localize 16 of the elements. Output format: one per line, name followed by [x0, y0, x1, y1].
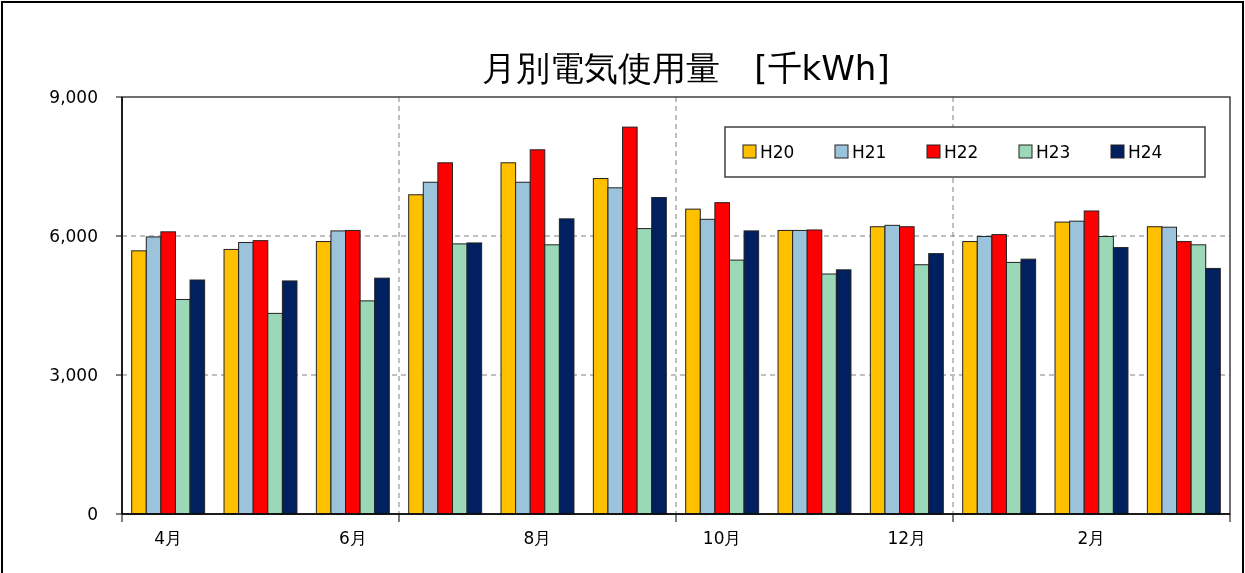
x-tick-label: 8月	[523, 528, 552, 548]
legend-label: H24	[1128, 142, 1163, 162]
y-tick-label: 3,000	[49, 365, 98, 385]
legend-label: H21	[852, 142, 887, 162]
y-tick-label: 6,000	[49, 226, 98, 246]
x-tick-label: 12月	[887, 528, 927, 548]
x-tick-label: 4月	[154, 528, 183, 548]
y-tick-label: 9,000	[49, 87, 98, 107]
legend-label: H23	[1036, 142, 1071, 162]
chart-title: 月別電気使用量 [千kWh]	[482, 48, 890, 88]
x-tick-label: 10月	[702, 528, 742, 548]
y-tick-label: 0	[87, 504, 98, 524]
legend-label: H20	[760, 142, 795, 162]
legend-label: H22	[944, 142, 979, 162]
x-tick-label: 6月	[338, 528, 367, 548]
x-tick-label: 2月	[1077, 528, 1106, 548]
